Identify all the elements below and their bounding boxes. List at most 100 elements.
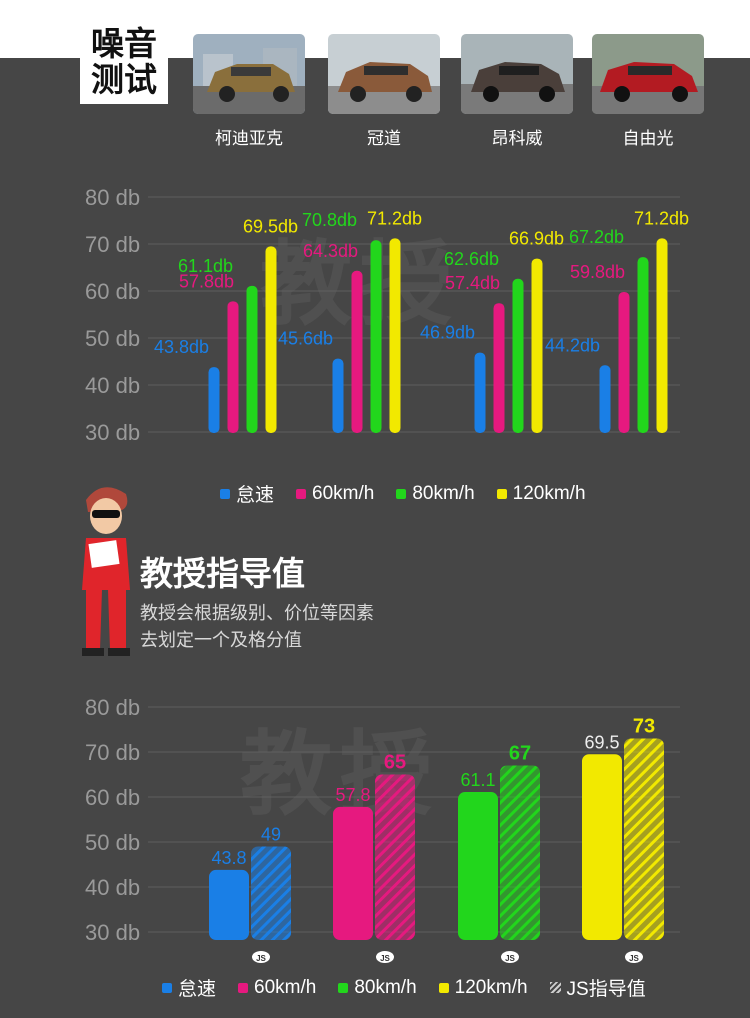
legend-label: 怠速 bbox=[236, 485, 275, 506]
js-tag-icon bbox=[376, 951, 394, 963]
guide-label: 49 bbox=[261, 825, 281, 845]
legend-swatch bbox=[238, 982, 249, 993]
guide-label: 65 bbox=[384, 752, 406, 774]
professor-mascot-icon bbox=[82, 487, 130, 656]
data-label: 64.3db bbox=[303, 241, 358, 261]
bar bbox=[351, 270, 363, 433]
data-label: 70.8db bbox=[302, 210, 357, 230]
legend-item-guide: JS指导值 bbox=[549, 974, 646, 1001]
measured-label: 61.1 bbox=[460, 770, 495, 790]
measured-bar bbox=[582, 754, 622, 940]
y-tick-label: 40 db bbox=[85, 373, 140, 398]
js-tag-icon bbox=[501, 951, 519, 963]
noise-test-badge: 噪音 测试 bbox=[80, 24, 168, 104]
legend-top: 怠速 60km/h 80km/h 120km/h bbox=[220, 480, 608, 507]
measured-bar bbox=[209, 869, 249, 940]
bar bbox=[246, 285, 258, 433]
measured-label: 43.8 bbox=[211, 848, 246, 868]
professor-title: 教授指导值 bbox=[140, 555, 305, 592]
bar bbox=[599, 365, 611, 433]
data-label: 61.1db bbox=[178, 256, 233, 276]
data-label: 71.2db bbox=[367, 208, 422, 228]
legend-item-120: 120km/h bbox=[438, 976, 528, 999]
js-tag-icon bbox=[252, 951, 270, 963]
guide-value-chart: 80 db 70 db 60 db 50 db 40 db 30 db 43.8 49 JS 57… bbox=[85, 695, 680, 963]
legend-item-80: 80km/h bbox=[396, 482, 475, 505]
bar bbox=[208, 367, 220, 433]
legend-label: JS指导值 bbox=[566, 979, 646, 1000]
js-tag-label: JS bbox=[505, 954, 515, 963]
y-tick-label: 30 db bbox=[85, 920, 140, 945]
professor-desc-line1: 教授会根据级别、价位等因素 bbox=[140, 603, 374, 623]
legend-swatch bbox=[438, 982, 449, 993]
legend-label: 120km/h bbox=[512, 482, 586, 504]
legend-swatch bbox=[338, 982, 349, 993]
bar bbox=[265, 246, 277, 433]
bar bbox=[474, 352, 486, 433]
data-label: 69.5db bbox=[243, 216, 298, 236]
bar bbox=[493, 303, 505, 433]
js-tag-icon bbox=[625, 951, 643, 963]
legend-swatch bbox=[396, 488, 407, 499]
legend-label: 120km/h bbox=[454, 976, 528, 998]
car-label-cherokee: 自由光 bbox=[622, 129, 674, 148]
data-label: 57.8db bbox=[179, 271, 234, 291]
legend-item-idle: 怠速 bbox=[220, 480, 274, 507]
legend-swatch bbox=[220, 488, 230, 499]
legend-swatch bbox=[162, 982, 172, 993]
measured-label: 57.8 bbox=[335, 785, 370, 805]
badge-line2: 测试 bbox=[91, 61, 157, 98]
car-photo-cherokee bbox=[592, 34, 704, 114]
guide-bar bbox=[251, 846, 291, 940]
bar bbox=[332, 358, 344, 433]
legend-swatch bbox=[496, 488, 507, 499]
data-label: 62.6db bbox=[444, 249, 499, 269]
y-tick-label: 70 db bbox=[85, 740, 140, 765]
legend-swatch bbox=[296, 488, 307, 499]
legend-label: 60km/h bbox=[254, 976, 317, 998]
y-tick-label: 80 db bbox=[85, 185, 140, 210]
y-tick-label: 80 db bbox=[85, 695, 140, 720]
car-photo-avancier bbox=[328, 34, 440, 114]
y-tick-label: 60 db bbox=[85, 785, 140, 810]
noise-chart-by-car: 80 db 70 db 60 db 50 db 40 db 30 db 43.8db 45.6… bbox=[85, 185, 689, 445]
legend-label: 怠速 bbox=[178, 979, 217, 1000]
measured-label: 69.5 bbox=[584, 732, 619, 752]
data-label: 46.9db bbox=[420, 323, 475, 343]
y-tick-label: 50 db bbox=[85, 830, 140, 855]
data-label: 45.6db bbox=[278, 329, 333, 349]
guide-label: 73 bbox=[633, 716, 655, 738]
badge-line1: 噪音 bbox=[91, 25, 157, 62]
bar bbox=[637, 257, 649, 433]
legend-bottom: 怠速 60km/h 80km/h 120km/h JS指导值 bbox=[162, 974, 668, 1001]
car-photo-envision bbox=[461, 34, 573, 114]
bar bbox=[531, 258, 543, 433]
legend-label: 60km/h bbox=[312, 482, 375, 504]
car-label-avancier: 冠道 bbox=[367, 129, 401, 148]
y-tick-label: 60 db bbox=[85, 279, 140, 304]
legend-label: 80km/h bbox=[412, 482, 475, 504]
legend-item-60: 60km/h bbox=[238, 977, 316, 999]
car-photo-kodiaq bbox=[193, 34, 305, 114]
y-tick-label: 70 db bbox=[85, 232, 140, 257]
guide-label: 67 bbox=[509, 743, 531, 765]
bar bbox=[618, 291, 630, 433]
bar bbox=[370, 240, 382, 433]
bar bbox=[512, 278, 524, 433]
legend-label: 80km/h bbox=[354, 976, 417, 998]
measured-bar bbox=[458, 792, 498, 940]
data-label: 66.9db bbox=[509, 229, 564, 249]
legend-item-120: 120km/h bbox=[496, 482, 586, 505]
data-label: 71.2db bbox=[634, 208, 689, 228]
guide-bar bbox=[500, 765, 540, 940]
data-label: 59.8db bbox=[570, 262, 625, 282]
data-label: 43.8db bbox=[154, 337, 209, 357]
legend-item-80: 80km/h bbox=[338, 976, 417, 999]
y-tick-label: 40 db bbox=[85, 875, 140, 900]
legend-hatch-swatch bbox=[549, 982, 561, 993]
guide-bar bbox=[624, 738, 664, 940]
js-tag-label: JS bbox=[256, 954, 266, 963]
car-label-kodiaq: 柯迪亚克 bbox=[215, 129, 283, 148]
data-label: 57.4db bbox=[445, 273, 500, 293]
professor-desc-line2: 去划定一个及格分值 bbox=[140, 630, 302, 650]
